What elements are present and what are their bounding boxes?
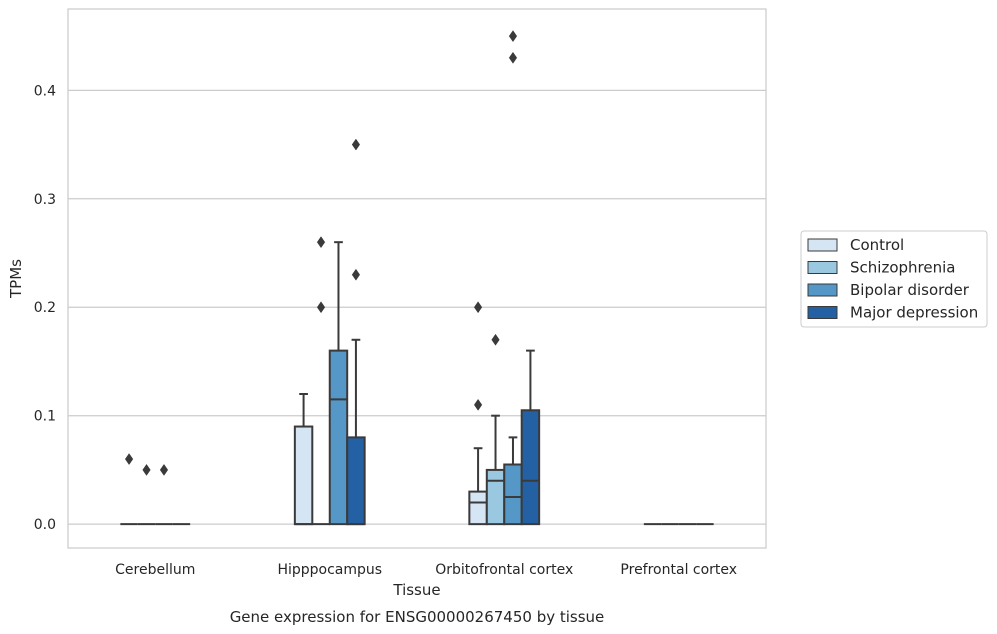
x-axis-label: Tissue (392, 581, 440, 599)
box-schizophrenia (137, 463, 156, 526)
box-control (120, 453, 138, 526)
x-tick-labels: Cerebellum Hipppocampus Orbitofrontal cort… (115, 562, 737, 578)
legend: Control Schizophrenia Bipolar disorder Majo… (800, 230, 988, 328)
legend-swatch (807, 283, 838, 297)
legend-frame (800, 230, 988, 328)
box-body (293, 425, 314, 526)
chart-caption: Gene expression for ENSG00000267450 by t… (230, 608, 605, 626)
outlier-point (124, 453, 134, 466)
box-schizophrenia (312, 236, 330, 526)
y-axis-label: TPMs (7, 259, 25, 299)
y-tick-labels: 0.0 0.1 0.2 0.3 0.4 (34, 83, 56, 533)
box-bipolar-disorder (155, 463, 173, 526)
box-bipolar-disorder (503, 30, 523, 526)
box-body (520, 409, 541, 526)
y-tick-label: 0.4 (34, 83, 56, 99)
box-control (293, 393, 314, 526)
y-tick-label: 0.1 (34, 409, 56, 425)
box-body (503, 463, 523, 526)
y-tick-label: 0.2 (34, 300, 56, 316)
outlier-point (508, 30, 518, 43)
x-tick-label: Prefrontal cortex (620, 562, 737, 578)
y-tick-label: 0.3 (34, 192, 56, 208)
legend-label: Major depression (850, 304, 978, 322)
x-tick-label: Hipppocampus (277, 562, 382, 578)
outlier-point (142, 463, 151, 476)
y-tick-label: 0.0 (34, 517, 56, 533)
outlier-point (159, 463, 169, 476)
box-body (485, 468, 506, 526)
x-tick-label: Orbitofrontal cortex (435, 562, 573, 578)
legend-swatch (807, 306, 838, 319)
outlier-point (316, 236, 326, 249)
legend-label: Bipolar disorder (850, 281, 970, 299)
outlier-point (351, 138, 361, 151)
outlier-point (316, 301, 326, 314)
box-major-depression (346, 138, 366, 526)
outlier-point (491, 333, 500, 346)
legend-label: Schizophrenia (850, 259, 955, 277)
box-body (468, 490, 488, 526)
outlier-point (473, 398, 483, 411)
box-body (346, 436, 366, 526)
x-tick-label: Cerebellum (115, 562, 195, 578)
plot-frame (67, 8, 767, 549)
boxes-layer (120, 30, 714, 526)
outlier-point (473, 301, 483, 314)
legend-label: Control (850, 236, 904, 254)
legend-swatch (807, 238, 838, 252)
box-major-depression (520, 349, 541, 526)
legend-swatch (807, 261, 838, 274)
outlier-point (508, 51, 518, 64)
box-body (328, 349, 349, 526)
outlier-point (351, 268, 361, 281)
